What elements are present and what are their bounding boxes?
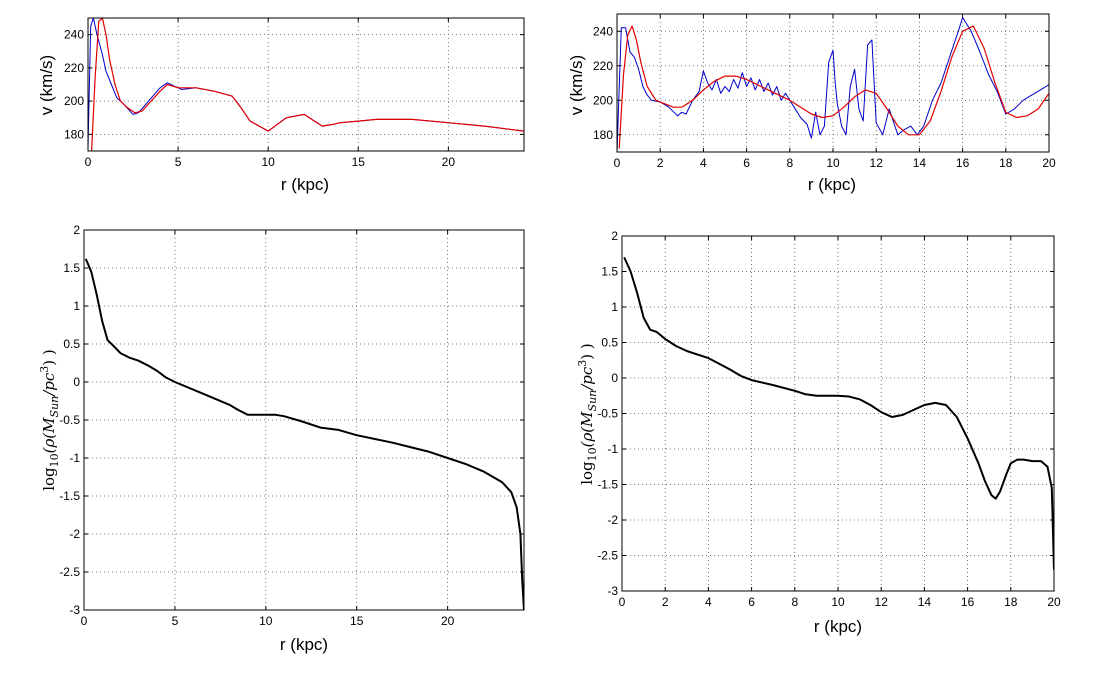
p1-xtick-label: 20 (442, 155, 456, 169)
p3-ytick-label: 1.5 (63, 261, 80, 275)
p3-xtick-label: 5 (172, 614, 179, 628)
p2-ylabel: v (km/s) (567, 55, 586, 115)
p4-ytick-label: -1.5 (597, 478, 618, 492)
p4-series-density (623, 256, 1054, 570)
p3-ytick-label: 1 (73, 299, 80, 313)
p3-ylabel: log10(ρ(MSun/pc3) ) (38, 349, 61, 491)
p2-xlabel: r (kpc) (808, 175, 856, 194)
p4-xtick-label: 6 (748, 595, 755, 609)
p1-xlabel: r (kpc) (281, 175, 329, 194)
p4-xtick-label: 14 (918, 595, 932, 609)
p4-xtick-label: 4 (705, 595, 712, 609)
p4-ytick-label: 1 (611, 300, 618, 314)
p1-ytick-label: 180 (64, 127, 84, 141)
p3-ytick-label: 0.5 (63, 337, 80, 351)
p1-ytick-label: 200 (64, 94, 84, 108)
p2-xtick-label: 4 (700, 156, 707, 170)
p1-xtick-label: 10 (261, 155, 275, 169)
p4-ytick-label: -3 (607, 584, 618, 598)
p3-ytick-label: -2.5 (59, 565, 80, 579)
p2-xtick-label: 2 (657, 156, 664, 170)
p4-xtick-label: 16 (961, 595, 975, 609)
p4-ytick-label: 0 (611, 371, 618, 385)
p3-xtick-label: 10 (259, 614, 273, 628)
p2-panel: 0 2 4 6 8 10 12 14 16 18 20 180 200 220 240 r (kpc) v (k… (567, 13, 1056, 194)
p3-grid (84, 230, 524, 610)
p1-series-fit (91, 18, 524, 151)
p3-ytick-label: 0 (73, 375, 80, 389)
p1-xtick-label: 15 (352, 155, 366, 169)
p4-ytick-label: 2 (611, 229, 618, 243)
p3-series-density (84, 258, 524, 610)
p4-ytick-label: -2 (607, 513, 618, 527)
p4-xtick-label: 2 (662, 595, 669, 609)
p2-xtick-label: 20 (1042, 156, 1056, 170)
p3-ytick-label: -1 (69, 451, 80, 465)
p3-ytick-label: -2 (69, 527, 80, 541)
p2-xtick-label: 6 (743, 156, 750, 170)
p2-series-fit (618, 25, 1049, 149)
p3-ytick-label: -1.5 (59, 489, 80, 503)
p4-ytick-label: -0.5 (597, 407, 618, 421)
p2-xtick-label: 18 (999, 156, 1013, 170)
p2-grid (617, 14, 1049, 152)
p4-xtick-label: 18 (1004, 595, 1018, 609)
p4-ytick-label: 0.5 (601, 336, 618, 350)
p2-series-observed (617, 17, 1049, 152)
p3-ytick-label: -0.5 (59, 413, 80, 427)
p4-panel: 0 2 4 6 8 10 12 14 16 18 20-3-2.5-2-1.5-1-0.500.51… (576, 229, 1061, 636)
p2-xtick-label: 12 (870, 156, 884, 170)
p1-ytick-label: 240 (64, 28, 84, 42)
p3-ytick-label: -3 (69, 603, 80, 617)
p3-xlabel: r (kpc) (280, 635, 328, 654)
p3-xtick-label: 15 (350, 614, 364, 628)
p2-ytick-label: 200 (593, 93, 613, 107)
p2-xtick-label: 10 (826, 156, 840, 170)
p4-xtick-label: 10 (831, 595, 845, 609)
p1-ytick-label: 220 (64, 61, 84, 75)
p2-xtick-label: 8 (786, 156, 793, 170)
p1-grid (88, 18, 524, 151)
p4-xtick-label: 20 (1047, 595, 1061, 609)
p2-xtick-label: 16 (956, 156, 970, 170)
p2-xtick-label: 0 (614, 156, 621, 170)
p1-ylabel: v (km/s) (37, 55, 56, 115)
p1-xtick-label: 0 (85, 155, 92, 169)
p3-xtick-label: 20 (441, 614, 455, 628)
p3-ytick-label: 2 (73, 223, 80, 237)
p2-ytick-label: 180 (593, 128, 613, 142)
p2-ytick-label: 220 (593, 59, 613, 73)
p4-ytick-label: -1 (607, 442, 618, 456)
p1-plot-area (88, 18, 524, 151)
p3-panel: 0 5 10 15 20 -3 -2.5 -2 -1.5 -1 -0.5 0 0.5 1 1.5 2 r (kp… (38, 223, 525, 654)
p4-xtick-label: 12 (875, 595, 889, 609)
p4-ytick-label: -2.5 (597, 549, 618, 563)
p1-axes-box (87, 17, 525, 152)
p4-xlabel: r (kpc) (814, 617, 862, 636)
p4-xtick-label: 0 (619, 595, 626, 609)
p2-ytick-label: 240 (593, 24, 613, 38)
p1-panel: 0 5 10 15 20 180 200 220 240 r (kpc) v (km/s) (37, 17, 525, 194)
p3-xtick-label: 0 (81, 614, 88, 628)
p4-ylabel: log10(ρ(MSun/pc3) ) (576, 343, 599, 485)
p1-xtick-label: 5 (175, 155, 182, 169)
p4-xtick-label: 8 (791, 595, 798, 609)
p4-ytick-label: 1.5 (601, 265, 618, 279)
p4-grid (622, 236, 1054, 591)
p2-xtick-label: 14 (913, 156, 927, 170)
